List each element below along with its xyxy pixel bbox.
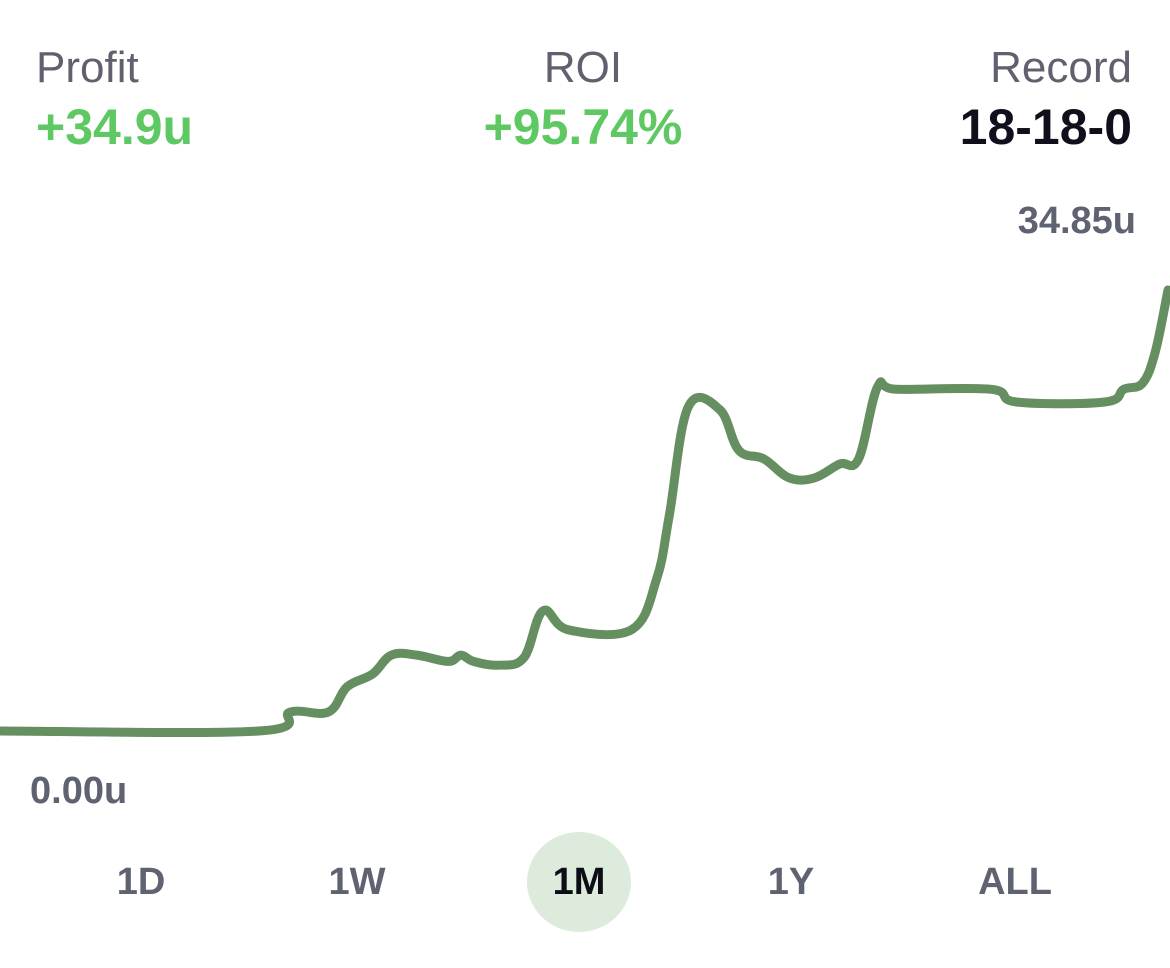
- roi-stat: ROI +95.74%: [470, 40, 696, 158]
- roi-label: ROI: [543, 43, 623, 92]
- profit-value: +34.9u: [36, 99, 194, 155]
- time-range-selector: 1D 1W 1M 1Y ALL: [0, 832, 1170, 932]
- range-button-label: 1W: [328, 860, 386, 903]
- roi-value: +95.74%: [483, 99, 683, 155]
- range-button-label: 1D: [116, 860, 166, 903]
- range-button-label: ALL: [978, 860, 1052, 903]
- y-axis-min-label: 0.00u: [30, 770, 128, 812]
- profit-label: Profit: [36, 43, 139, 92]
- record-value: 18-18-0: [959, 99, 1132, 155]
- record-label: Record: [990, 43, 1132, 92]
- range-button-label: 1M: [552, 860, 606, 903]
- profit-stat: Profit +34.9u: [36, 40, 193, 158]
- profit-line: [0, 285, 1170, 738]
- range-button-label: 1Y: [767, 860, 815, 903]
- range-button-all[interactable]: ALL: [963, 832, 1067, 932]
- range-button-1d[interactable]: 1D: [89, 832, 193, 932]
- range-button-1m[interactable]: 1M: [527, 832, 631, 932]
- y-axis-max-label: 34.85u: [1017, 200, 1136, 242]
- range-button-1w[interactable]: 1W: [305, 832, 409, 932]
- range-button-1y[interactable]: 1Y: [739, 832, 843, 932]
- record-stat: Record 18-18-0: [960, 40, 1132, 158]
